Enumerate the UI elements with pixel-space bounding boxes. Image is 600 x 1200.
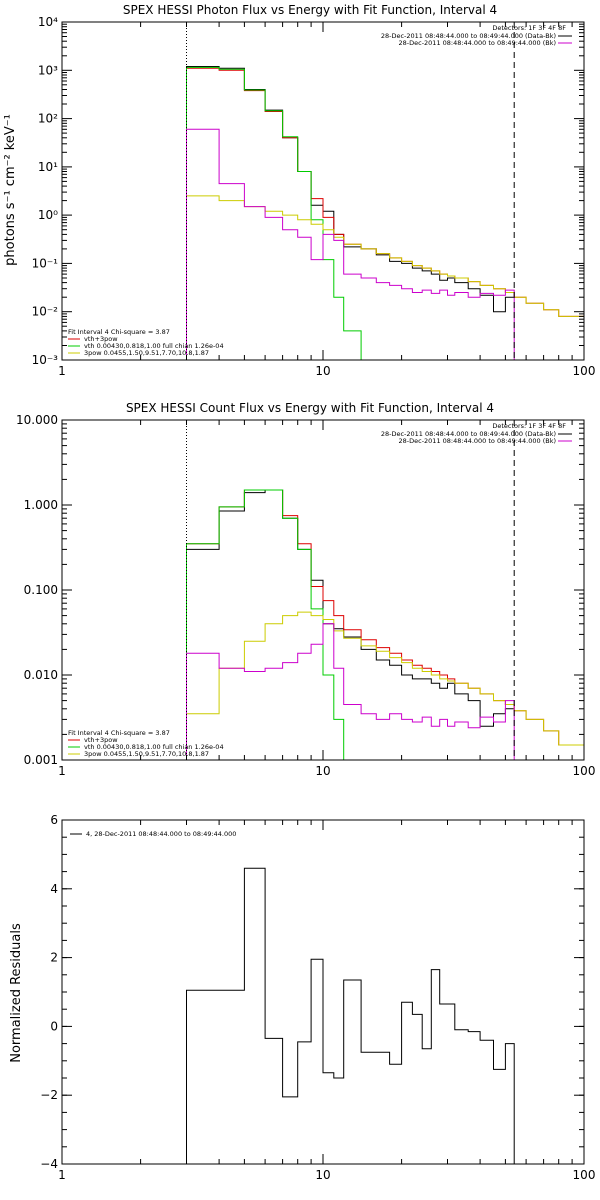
panel1-y-tick-label: 10⁰ bbox=[38, 208, 58, 222]
panel1-series-bk bbox=[186, 128, 515, 360]
panel1-ticks: 1 10 100 10⁻³ 10⁻² 10⁻¹ 10⁰ 10¹ 10² 10³ 10⁴ bbox=[32, 15, 596, 378]
panel1-legend-top: Detectors: 1F 3F 4F 8F 28-Dec-2011 08:48… bbox=[381, 24, 572, 47]
panel1-series-vth bbox=[186, 66, 377, 361]
count-flux-panel: SPEX HESSI Count Flux vs Energy with Fit… bbox=[16, 401, 595, 778]
photon-flux-panel: SPEX HESSI Photon Flux vs Energy with Fi… bbox=[3, 3, 595, 378]
panel2-x-tick-label: 10 bbox=[315, 764, 330, 778]
panel2-series-vth-3pow bbox=[186, 489, 584, 746]
panel2-series bbox=[186, 489, 584, 761]
panel3-y-tick-label: −2 bbox=[40, 1088, 58, 1102]
panel2-title: SPEX HESSI Count Flux vs Energy with Fit… bbox=[126, 401, 494, 415]
panel2-legend-entry-bk: 28-Dec-2011 08:48:44.000 to 08:49:44.000… bbox=[399, 437, 557, 445]
panel2-fit-header: Fit Interval 4 Chi-square = 3.87 bbox=[68, 729, 170, 737]
panel2-series-bk bbox=[186, 623, 515, 760]
panel2-fit-entry-vth3pow: vth+3pow bbox=[84, 736, 118, 744]
panel1-fit-entry-3pow: 3pow 0.0455,1.50,9.51,7.70,10.8,1.87 bbox=[84, 349, 209, 357]
panel3-x-tick-label: 100 bbox=[573, 1168, 596, 1182]
panel2-legend-top: Detectors: 1F 3F 4F 8F 28-Dec-2011 08:48… bbox=[381, 422, 572, 445]
panel2-legend-entry-data-bk: 28-Dec-2011 08:48:44.000 to 08:49:44.000… bbox=[381, 430, 556, 438]
panel1-series-data-bk bbox=[186, 66, 515, 360]
panel2-y-tick-label: 0.001 bbox=[24, 753, 58, 767]
panel2-legend-header: Detectors: 1F 3F 4F 8F bbox=[492, 422, 566, 430]
panel3-legend: 4, 28-Dec-2011 08:48:44.000 to 08:49:44.… bbox=[70, 830, 236, 838]
panel1-vertical-lines bbox=[186, 22, 515, 360]
panel1-y-tick-label: 10¹ bbox=[38, 160, 58, 174]
panel2-vertical-lines bbox=[186, 420, 515, 760]
panel2-y-tick-label: 0.010 bbox=[24, 668, 58, 682]
panel3-ticks: 1 10 100 −4 −2 0 2 4 6 bbox=[40, 813, 595, 1182]
panel3-y-tick-label: 6 bbox=[50, 813, 58, 827]
panel1-x-tick-label: 10 bbox=[315, 364, 330, 378]
panel2-y-tick-label: 1.000 bbox=[24, 498, 58, 512]
panel1-y-tick-label: 10⁻² bbox=[32, 305, 59, 319]
panel1-y-tick-label: 10⁴ bbox=[38, 15, 58, 29]
panel1-legend-entry-data-bk: 28-Dec-2011 08:48:44.000 to 08:49:44.000… bbox=[381, 32, 556, 40]
panel1-fit-header: Fit Interval 4 Chi-square = 3.87 bbox=[68, 328, 170, 336]
panel1-y-axis-label: photons s⁻¹ cm⁻² keV⁻¹ bbox=[3, 114, 18, 266]
panel2-x-tick-label: 100 bbox=[573, 764, 596, 778]
panel1-legend-header: Detectors: 1F 3F 4F 8F bbox=[492, 24, 566, 32]
panel3-x-tick-label: 10 bbox=[315, 1168, 330, 1182]
panel2-series-data-bk bbox=[186, 489, 515, 760]
panel2-fit-entry-3pow: 3pow 0.0455,1.50,9.51,7.70,10.8,1.87 bbox=[84, 750, 209, 758]
panel3-series-series bbox=[186, 867, 515, 1164]
panel1-fit-entry-vth3pow: vth+3pow bbox=[84, 335, 118, 343]
panel1-fit-entry-vth: vth 0.00430,0.818,1.00 full chian 1.26e-… bbox=[84, 342, 224, 350]
panel3-x-tick-label: 1 bbox=[58, 1168, 66, 1182]
panel2-series-vth bbox=[186, 489, 362, 761]
panel1-y-tick-label: 10⁻³ bbox=[32, 353, 59, 367]
panel1-y-tick-label: 10² bbox=[38, 112, 58, 126]
panel1-y-tick-label: 10³ bbox=[38, 63, 58, 77]
panel2-y-tick-label: 10.000 bbox=[16, 413, 58, 427]
panel3-y-tick-label: −4 bbox=[40, 1157, 58, 1171]
panel3-y-axis-label: Normalized Residuals bbox=[9, 923, 24, 1063]
panel1-legend-entry-bk: 28-Dec-2011 08:48:44.000 to 08:49:44.000… bbox=[399, 39, 557, 47]
panel3-y-tick-label: 2 bbox=[50, 951, 58, 965]
panel1-title: SPEX HESSI Photon Flux vs Energy with Fi… bbox=[123, 3, 497, 17]
panel2-y-tick-label: 0.100 bbox=[24, 583, 58, 597]
panel1-legend-bottom: Fit Interval 4 Chi-square = 3.87 vth+3po… bbox=[68, 328, 224, 357]
panel1-series-vth-3pow bbox=[186, 67, 584, 317]
panel3-series bbox=[186, 867, 515, 1164]
panel2-ticks: 1 10 100 0.001 0.010 0.100 1.000 10.000 bbox=[16, 413, 595, 778]
panel2-legend-bottom: Fit Interval 4 Chi-square = 3.87 vth+3po… bbox=[68, 729, 224, 758]
panel1-y-tick-label: 10⁻¹ bbox=[32, 256, 59, 270]
panel3-y-tick-label: 4 bbox=[50, 882, 58, 896]
residuals-panel: Normalized Residuals 1 10 100 −4 −2 0 2 4 6 4, 2… bbox=[9, 813, 595, 1182]
panel3-legend-entry: 4, 28-Dec-2011 08:48:44.000 to 08:49:44.… bbox=[86, 830, 236, 838]
panel3-y-tick-label: 0 bbox=[50, 1019, 58, 1033]
panel1-series-3pow bbox=[186, 195, 584, 360]
panel1-series bbox=[186, 66, 584, 361]
panel1-x-tick-label: 100 bbox=[573, 364, 596, 378]
panel1-x-tick-label: 1 bbox=[58, 364, 66, 378]
panel2-series-3pow bbox=[186, 611, 584, 760]
panel2-x-tick-label: 1 bbox=[58, 764, 66, 778]
panel2-fit-entry-vth: vth 0.00430,0.818,1.00 full chian 1.26e-… bbox=[84, 743, 224, 751]
